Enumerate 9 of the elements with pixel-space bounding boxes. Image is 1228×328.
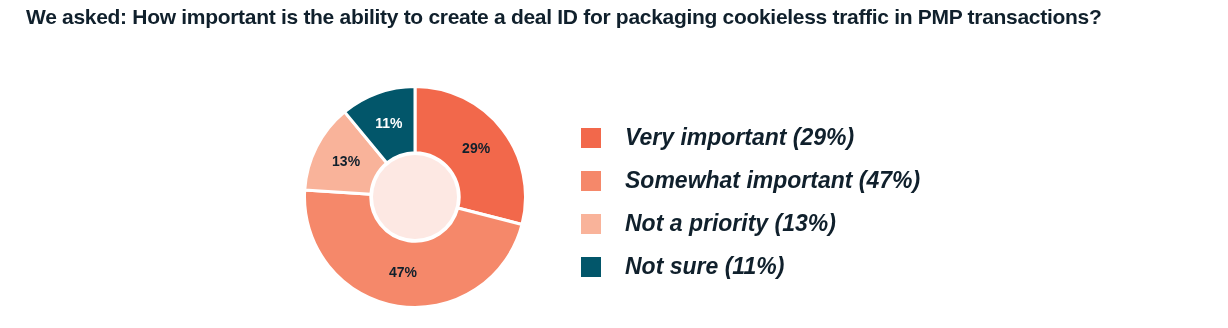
legend-label: Very important (29%) (625, 124, 855, 151)
data-label: 29% (462, 140, 491, 157)
legend-label: Not a priority (13%) (625, 210, 836, 237)
legend-label: Somewhat important (47%) (625, 167, 921, 194)
data-label: 11% (375, 115, 403, 132)
legend-label: Not sure (11%) (625, 253, 785, 280)
data-label: 47% (388, 264, 418, 281)
chart-title: We asked: How important is the ability to create a deal ID for packaging cookieless traffic in PMP transactions? (26, 4, 1103, 29)
data-label: 13% (332, 152, 361, 169)
